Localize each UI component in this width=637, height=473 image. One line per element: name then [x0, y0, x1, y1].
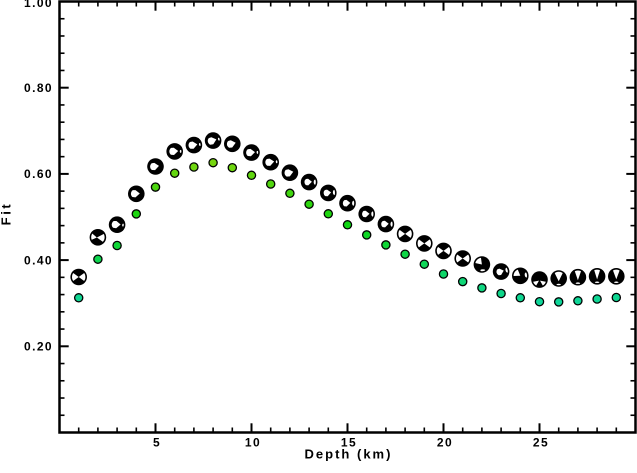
- svg-text:Fit: Fit: [0, 202, 14, 226]
- svg-text:20: 20: [437, 436, 453, 450]
- svg-text:0.80: 0.80: [24, 81, 53, 95]
- svg-text:1.00: 1.00: [24, 0, 53, 10]
- svg-text:Depth (km): Depth (km): [305, 447, 393, 462]
- svg-text:0.40: 0.40: [24, 253, 53, 267]
- svg-text:0.60: 0.60: [24, 167, 53, 181]
- svg-text:25: 25: [533, 436, 549, 450]
- svg-text:15: 15: [341, 436, 357, 450]
- svg-text:0.20: 0.20: [24, 340, 53, 354]
- svg-text:5: 5: [153, 436, 161, 450]
- svg-text:10: 10: [245, 436, 261, 450]
